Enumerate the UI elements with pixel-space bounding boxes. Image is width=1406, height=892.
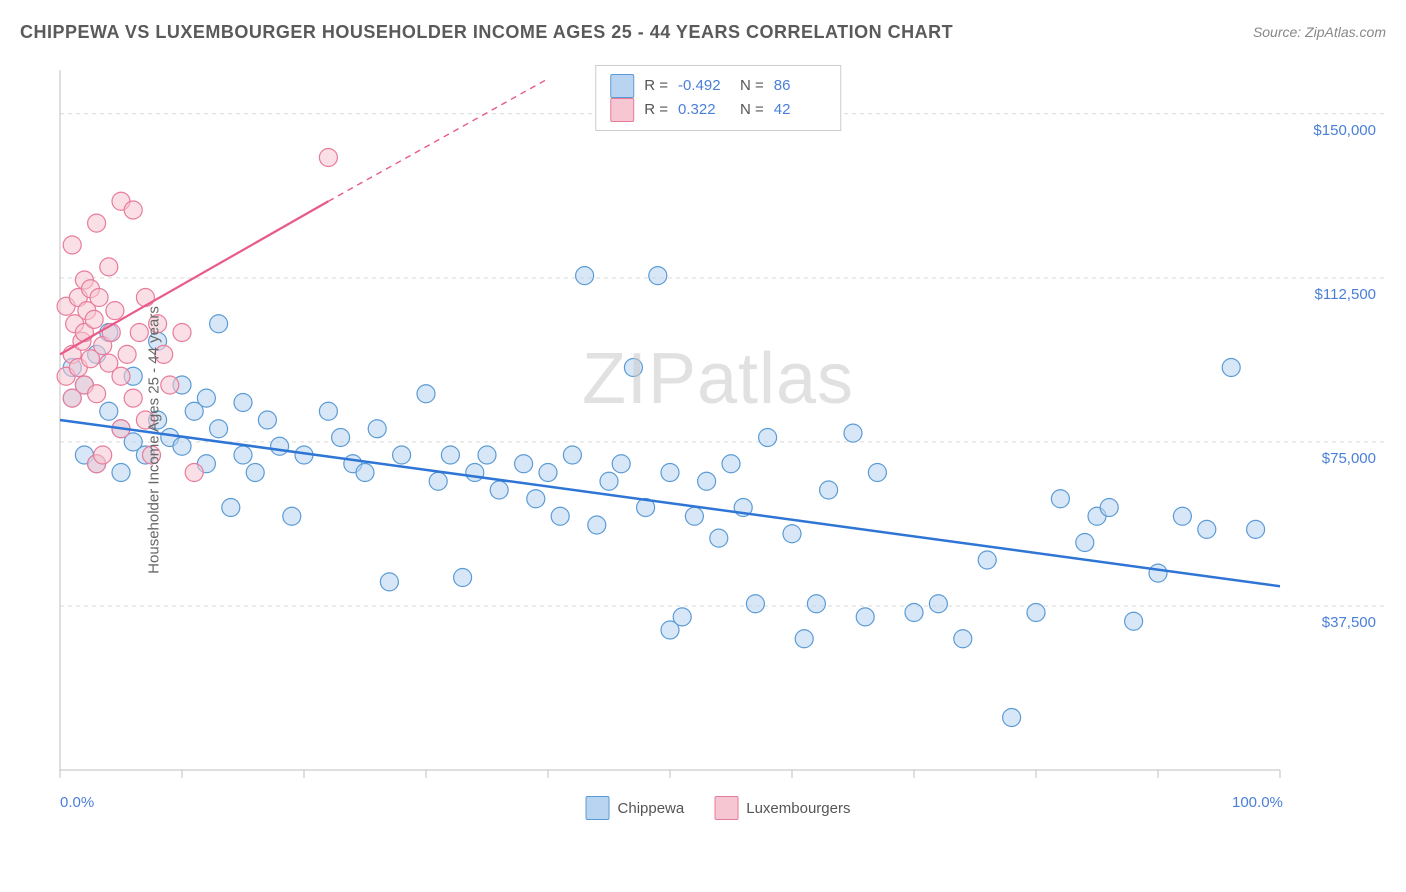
swatch-icon [714, 796, 738, 820]
y-tick-label: $75,000 [1322, 450, 1376, 467]
correlation-stats-box: R = -0.492 N = 86 R = 0.322 N = 42 [595, 65, 841, 131]
stat-n-value: 86 [774, 74, 826, 98]
swatch-icon [586, 796, 610, 820]
y-tick-label: $37,500 [1322, 614, 1376, 631]
stat-n-value: 42 [774, 98, 826, 122]
legend: Chippewa Luxembourgers [586, 796, 851, 820]
stat-n-label: N = [740, 98, 764, 122]
x-tick-label: 100.0% [1232, 794, 1283, 811]
legend-label: Chippewa [618, 800, 685, 817]
stat-r-label: R = [644, 98, 668, 122]
chart-title: CHIPPEWA VS LUXEMBOURGER HOUSEHOLDER INC… [20, 22, 953, 43]
swatch-icon [610, 98, 634, 122]
stat-n-label: N = [740, 74, 764, 98]
y-tick-label: $150,000 [1313, 122, 1376, 139]
stats-row-luxembourgers: R = 0.322 N = 42 [610, 98, 826, 122]
legend-label: Luxembourgers [746, 800, 850, 817]
y-tick-label: $112,500 [1315, 286, 1376, 303]
x-tick-label: 0.0% [60, 794, 94, 811]
stat-r-value: 0.322 [678, 98, 730, 122]
legend-item-chippewa: Chippewa [586, 796, 685, 820]
legend-item-luxembourgers: Luxembourgers [714, 796, 850, 820]
chart-area: Householder Income Ages 25 - 44 years ZI… [50, 60, 1386, 820]
y-axis-label: Householder Income Ages 25 - 44 years [145, 306, 162, 574]
scatter-chart-svg [50, 60, 1386, 820]
stat-r-value: -0.492 [678, 74, 730, 98]
source-attribution: Source: ZipAtlas.com [1253, 24, 1386, 40]
stats-row-chippewa: R = -0.492 N = 86 [610, 74, 826, 98]
stat-r-label: R = [644, 74, 668, 98]
swatch-icon [610, 74, 634, 98]
